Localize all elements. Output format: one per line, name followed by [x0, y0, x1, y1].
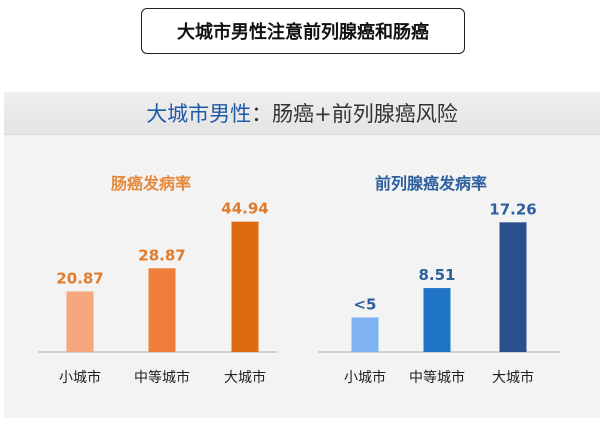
panel-header-highlight: 大城市男性 — [146, 102, 252, 126]
bar — [423, 288, 451, 352]
chart-title: 前列腺癌发病率 — [375, 174, 487, 193]
bar — [351, 317, 379, 352]
data-label: 44.94 — [221, 200, 268, 218]
page-title: 大城市男性注意前列腺癌和肠癌 — [141, 8, 465, 54]
panel-header-rest: ：肠癌+前列腺癌风险 — [251, 102, 458, 126]
category-label: 小城市 — [59, 369, 101, 386]
category-label: 大城市 — [224, 369, 266, 386]
category-label: 中等城市 — [409, 369, 465, 386]
category-label: 大城市 — [492, 369, 534, 386]
data-label: 17.26 — [489, 200, 536, 218]
category-label: 中等城市 — [134, 369, 190, 386]
data-label: <5 — [353, 295, 376, 313]
bar — [231, 221, 259, 352]
category-label: 小城市 — [344, 369, 386, 386]
data-label: 20.87 — [56, 269, 103, 287]
bar — [66, 291, 94, 352]
bar — [499, 222, 527, 352]
chart-title: 肠癌发病率 — [111, 174, 191, 193]
bar — [148, 268, 176, 352]
panel-header: 大城市男性 ：肠癌+前列腺癌风险 — [4, 92, 600, 135]
data-label: 28.87 — [138, 246, 185, 264]
data-label: 8.51 — [418, 266, 455, 284]
